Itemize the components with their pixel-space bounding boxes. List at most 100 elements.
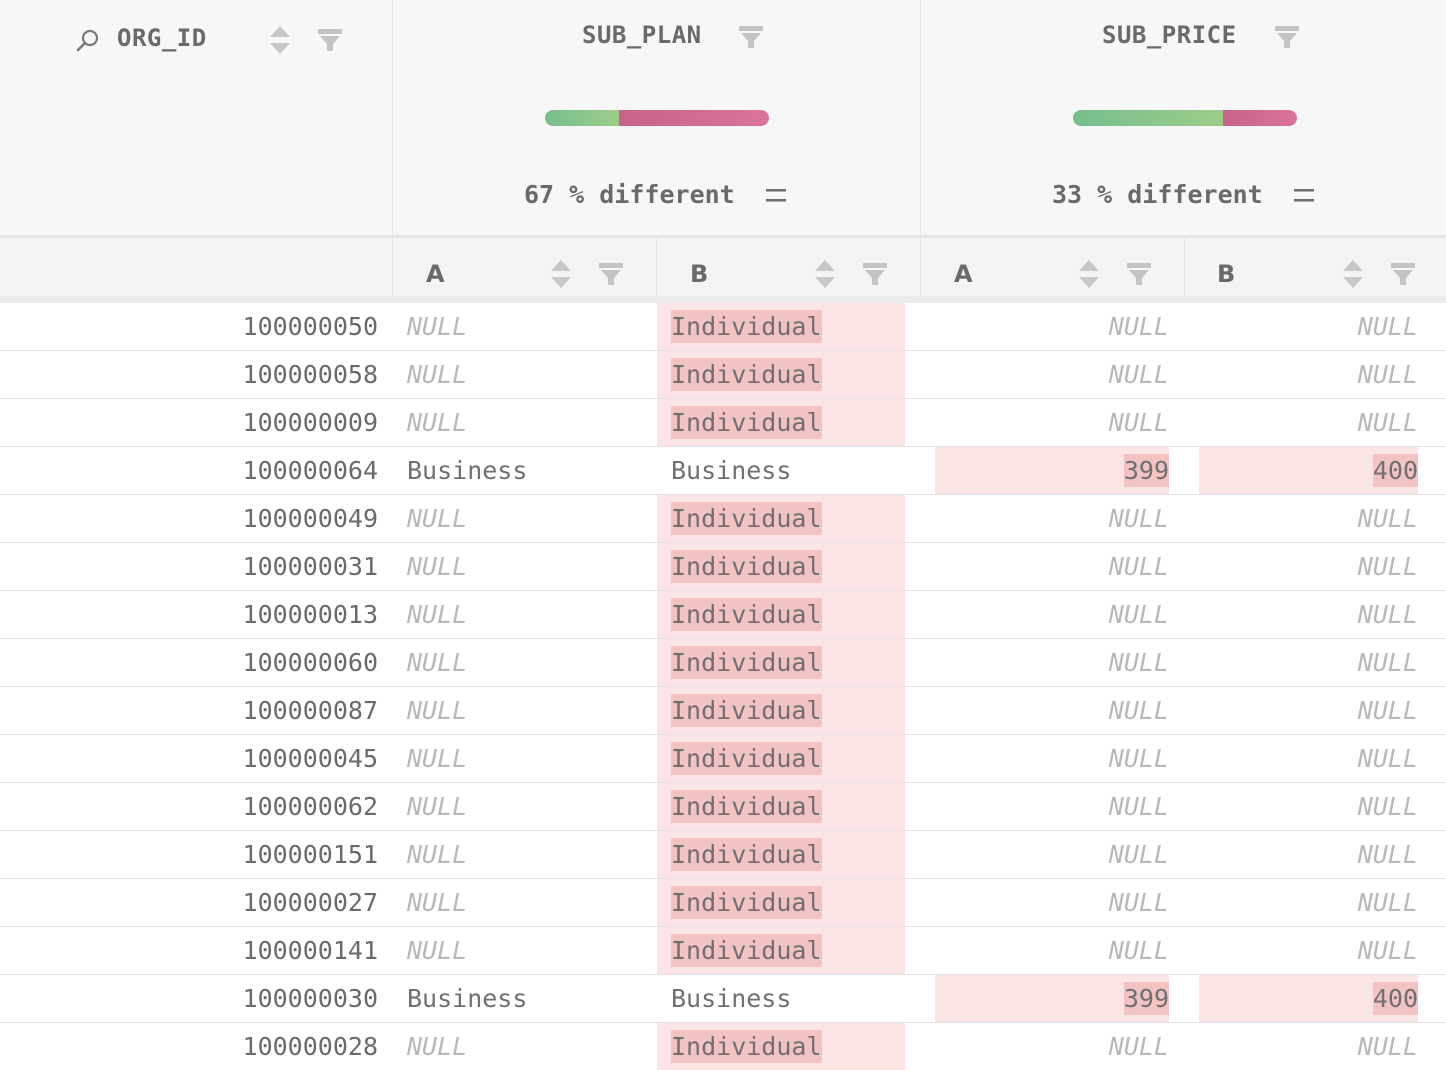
table-row[interactable]: 100000060 NULL Individual NULL NULL <box>0 639 1446 687</box>
sub-price-b-cell: NULL <box>1199 399 1418 446</box>
filter-icon[interactable] <box>598 262 624 286</box>
sub-plan-b-value: Individual <box>671 694 822 727</box>
sub-plan-b-value: Individual <box>671 358 822 391</box>
sub-plan-b-cell: Individual <box>671 687 903 734</box>
equals-icon[interactable] <box>764 186 788 206</box>
sub-price-b-value: 400 <box>1372 982 1418 1015</box>
org-id-cell: 100000060 <box>242 648 378 677</box>
sub-plan-b-cell: Individual <box>671 351 903 398</box>
sub-price-a-cell: NULL <box>935 687 1169 734</box>
sub-plan-column-title: SUB_PLAN <box>582 21 702 49</box>
column-divider <box>392 238 393 296</box>
sub-price-b-value: NULL <box>1357 312 1418 341</box>
sub-price-b-cell: NULL <box>1199 927 1418 974</box>
table-row[interactable]: 100000151 NULL Individual NULL NULL <box>0 831 1446 879</box>
sub-plan-b-header[interactable]: B <box>690 260 709 288</box>
filter-icon[interactable] <box>1390 262 1416 286</box>
column-divider <box>1184 238 1185 296</box>
table-row[interactable]: 100000064 Business Business 399 400 <box>0 447 1446 495</box>
sub-price-b-value: NULL <box>1357 744 1418 773</box>
filter-icon[interactable] <box>862 262 888 286</box>
search-icon[interactable] <box>76 28 100 52</box>
sub-plan-a-cell: NULL <box>407 744 468 773</box>
filter-icon[interactable] <box>317 28 343 52</box>
sub-plan-b-value: Individual <box>671 1030 822 1063</box>
sort-icon[interactable] <box>268 24 292 56</box>
sub-plan-a-cell: NULL <box>407 408 468 437</box>
sub-plan-b-value: Individual <box>671 886 822 919</box>
filter-icon[interactable] <box>1126 262 1152 286</box>
sub-plan-b-cell: Individual <box>671 1023 903 1070</box>
org-id-cell: 100000045 <box>242 744 378 773</box>
sub-plan-a-cell: NULL <box>407 936 468 965</box>
sub-price-diff-percent: 33 % different <box>1052 180 1263 209</box>
sub-plan-diff-percent: 67 % different <box>524 180 735 209</box>
table-row[interactable]: 100000050 NULL Individual NULL NULL <box>0 303 1446 351</box>
sub-price-b-cell: NULL <box>1199 351 1418 398</box>
sub-plan-b-value: Individual <box>671 310 822 343</box>
org-id-cell: 100000028 <box>242 1032 378 1061</box>
sub-price-a-value: NULL <box>1108 792 1169 821</box>
sub-price-b-value: NULL <box>1357 840 1418 869</box>
sub-plan-b-cell: Business <box>671 447 903 494</box>
sub-price-a-value: NULL <box>1108 552 1169 581</box>
sort-icon[interactable] <box>1341 258 1365 290</box>
sub-price-a-cell: NULL <box>935 927 1169 974</box>
sub-price-b-cell: NULL <box>1199 687 1418 734</box>
filter-icon[interactable] <box>1274 25 1300 49</box>
sub-price-a-cell: NULL <box>935 495 1169 542</box>
table-row[interactable]: 100000087 NULL Individual NULL NULL <box>0 687 1446 735</box>
sub-price-a-value: NULL <box>1108 696 1169 725</box>
table-row[interactable]: 100000030 Business Business 399 400 <box>0 975 1446 1023</box>
table-row[interactable]: 100000031 NULL Individual NULL NULL <box>0 543 1446 591</box>
table-row[interactable]: 100000045 NULL Individual NULL NULL <box>0 735 1446 783</box>
sub-plan-b-cell: Individual <box>671 927 903 974</box>
sub-plan-a-cell: NULL <box>407 504 468 533</box>
sub-price-a-value: NULL <box>1108 1032 1169 1061</box>
sub-plan-b-cell: Individual <box>671 303 903 350</box>
sub-plan-b-value: Individual <box>671 742 822 775</box>
equals-icon[interactable] <box>1292 186 1316 206</box>
sort-icon[interactable] <box>813 258 837 290</box>
same-segment <box>545 110 619 126</box>
org-id-cell: 100000151 <box>242 840 378 869</box>
sub-plan-b-value: Individual <box>671 790 822 823</box>
table-row[interactable]: 100000027 NULL Individual NULL NULL <box>0 879 1446 927</box>
org-id-cell: 100000062 <box>242 792 378 821</box>
sub-plan-a-cell: NULL <box>407 792 468 821</box>
org-id-cell: 100000064 <box>242 456 378 485</box>
sub-price-b-cell: NULL <box>1199 879 1418 926</box>
sub-price-a-cell: NULL <box>935 1023 1169 1070</box>
sub-price-diff-bar <box>1073 110 1297 126</box>
sub-price-b-cell: NULL <box>1199 831 1418 878</box>
org-id-cell: 100000027 <box>242 888 378 917</box>
filter-icon[interactable] <box>738 25 764 49</box>
table-row[interactable]: 100000058 NULL Individual NULL NULL <box>0 351 1446 399</box>
sub-price-a-header[interactable]: A <box>954 260 973 288</box>
sub-price-b-header[interactable]: B <box>1217 260 1236 288</box>
sub-price-b-cell: 400 <box>1199 447 1418 494</box>
table-row[interactable]: 100000009 NULL Individual NULL NULL <box>0 399 1446 447</box>
org-id-cell: 100000087 <box>242 696 378 725</box>
sub-price-b-cell: NULL <box>1199 639 1418 686</box>
sub-price-b-value: NULL <box>1357 504 1418 533</box>
org-id-cell: 100000009 <box>242 408 378 437</box>
sub-price-b-value: 400 <box>1372 454 1418 487</box>
sub-price-b-cell: NULL <box>1199 783 1418 830</box>
sub-price-a-cell: NULL <box>935 735 1169 782</box>
sub-plan-a-cell: NULL <box>407 312 468 341</box>
sub-price-b-cell: NULL <box>1199 495 1418 542</box>
sub-plan-b-value: Business <box>671 456 792 485</box>
table-row[interactable]: 100000049 NULL Individual NULL NULL <box>0 495 1446 543</box>
table-row[interactable]: 100000141 NULL Individual NULL NULL <box>0 927 1446 975</box>
sort-icon[interactable] <box>549 258 573 290</box>
table-row[interactable]: 100000028 NULL Individual NULL NULL <box>0 1023 1446 1070</box>
table-row[interactable]: 100000013 NULL Individual NULL NULL <box>0 591 1446 639</box>
sub-plan-b-cell: Individual <box>671 591 903 638</box>
sub-plan-a-header[interactable]: A <box>426 260 445 288</box>
sub-plan-b-value: Individual <box>671 934 822 967</box>
sort-icon[interactable] <box>1077 258 1101 290</box>
column-divider <box>920 0 921 235</box>
table-row[interactable]: 100000062 NULL Individual NULL NULL <box>0 783 1446 831</box>
sub-plan-b-value: Individual <box>671 646 822 679</box>
